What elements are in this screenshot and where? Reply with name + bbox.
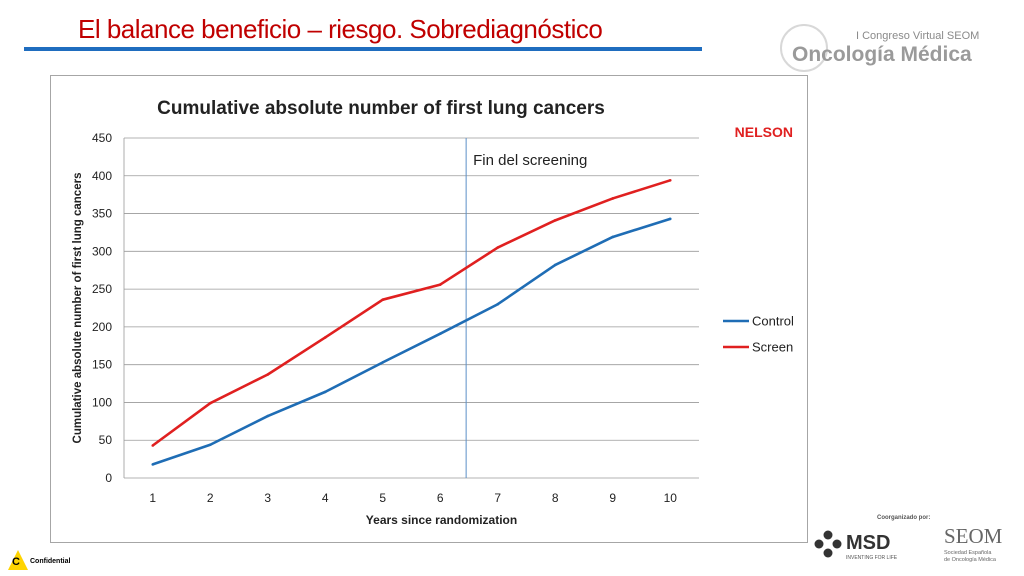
data-point-control bbox=[381, 361, 385, 364]
data-point-screen bbox=[381, 298, 385, 301]
data-point-screen bbox=[208, 401, 212, 405]
msd-tagline: INVENTING FOR LIFE bbox=[846, 555, 898, 561]
coorganized-label: Coorganizado por: bbox=[877, 515, 931, 521]
x-tick-label: 3 bbox=[264, 491, 271, 505]
data-point-control bbox=[611, 235, 615, 239]
confidential-badge-icon bbox=[8, 550, 28, 570]
data-point-screen bbox=[438, 283, 442, 286]
msd-name: MSD bbox=[846, 532, 891, 554]
logo-circle-icon bbox=[780, 24, 828, 72]
x-axis-label: Years since randomization bbox=[366, 513, 517, 527]
data-point-control bbox=[323, 390, 327, 394]
y-tick-label: 300 bbox=[92, 244, 112, 258]
data-point-control bbox=[151, 463, 155, 466]
confidential-text: Confidential bbox=[30, 558, 71, 565]
congress-name: Oncología Médica bbox=[792, 43, 972, 66]
y-tick-label: 100 bbox=[92, 395, 112, 409]
seom-subtitle-line1: Sociedad Española bbox=[944, 550, 992, 556]
data-point-control bbox=[438, 332, 442, 335]
seom-name: SEOM bbox=[944, 524, 1003, 548]
series-line-control bbox=[152, 217, 671, 466]
confidential-label: C Confidential bbox=[8, 550, 88, 572]
congress-logo: I Congreso Virtual SEOM Oncología Médica bbox=[780, 22, 1010, 74]
msd-logo: MSD INVENTING FOR LIFE bbox=[814, 528, 914, 568]
data-point-screen bbox=[611, 197, 615, 200]
confidential-letter: C bbox=[12, 556, 20, 568]
series-line-screen bbox=[151, 179, 671, 447]
y-axis-label: Cumulative absolute number of first lung… bbox=[72, 173, 84, 444]
y-tick-label: 200 bbox=[92, 320, 112, 334]
x-tick-label: 8 bbox=[552, 491, 559, 505]
y-tick-label: 350 bbox=[92, 207, 112, 221]
data-point-control bbox=[668, 217, 672, 221]
data-point-screen bbox=[151, 444, 155, 447]
x-tick-label: 2 bbox=[207, 491, 214, 505]
data-point-screen bbox=[496, 246, 500, 249]
data-point-control bbox=[208, 443, 212, 447]
congress-line: I Congreso Virtual SEOM bbox=[856, 30, 980, 42]
legend-label-screen: Screen bbox=[752, 340, 793, 355]
data-point-screen bbox=[553, 219, 557, 222]
y-tick-label: 450 bbox=[92, 131, 112, 145]
seom-subtitle: Sociedad Española de Oncología Médica bbox=[944, 550, 996, 564]
study-label: NELSON bbox=[735, 124, 793, 140]
screening-end-label: Fin del screening bbox=[473, 152, 587, 169]
y-tick-label: 50 bbox=[99, 433, 113, 447]
title-underline bbox=[24, 47, 702, 51]
x-tick-label: 1 bbox=[149, 491, 156, 505]
x-tick-label: 6 bbox=[437, 491, 444, 505]
y-tick-label: 250 bbox=[92, 282, 112, 296]
x-tick-label: 4 bbox=[322, 491, 329, 505]
x-tick-label: 7 bbox=[494, 491, 501, 505]
chart-frame: Cumulative absolute number of first lung… bbox=[50, 75, 808, 543]
x-tick-label: 10 bbox=[664, 491, 678, 505]
data-point-control bbox=[553, 263, 557, 267]
legend-label-control: Control bbox=[752, 314, 794, 329]
msd-mark-icon bbox=[814, 530, 842, 558]
data-point-screen bbox=[323, 336, 327, 339]
slide-title: El balance beneficio – riesgo. Sobrediag… bbox=[78, 14, 603, 44]
seom-logo: SEOM Sociedad Española de Oncología Médi… bbox=[944, 524, 1022, 572]
y-tick-label: 150 bbox=[92, 358, 112, 372]
line-chart: Cumulative absolute number of first lung… bbox=[72, 98, 794, 527]
chart-title: Cumulative absolute number of first lung… bbox=[157, 98, 605, 119]
y-tick-label: 0 bbox=[105, 471, 112, 485]
data-point-screen bbox=[668, 179, 672, 182]
x-tick-label: 5 bbox=[379, 491, 386, 505]
seom-subtitle-line2: de Oncología Médica bbox=[944, 557, 996, 563]
data-point-control bbox=[496, 302, 500, 306]
data-point-screen bbox=[266, 373, 270, 376]
y-tick-label: 400 bbox=[92, 169, 112, 183]
data-point-control bbox=[266, 414, 270, 418]
x-tick-label: 9 bbox=[609, 491, 616, 505]
